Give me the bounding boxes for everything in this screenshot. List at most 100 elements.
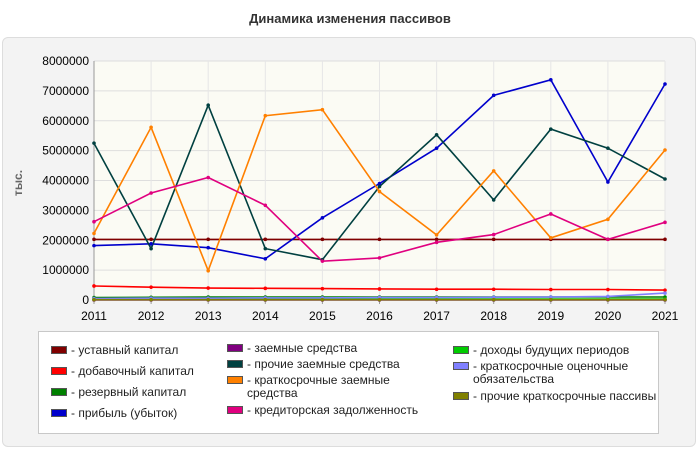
data-point-1-0 (92, 284, 96, 288)
data-point-5-9 (606, 146, 610, 151)
data-point-7-1 (149, 191, 153, 195)
legend-label: - краткосрочные оценочные обязательства (473, 359, 629, 386)
data-point-6-5 (377, 189, 382, 194)
chart-title: Динамика изменения пассивов (249, 11, 451, 26)
data-point-7-5 (377, 256, 382, 260)
data-point-3-0 (92, 243, 96, 248)
data-point-7-6 (434, 240, 439, 245)
data-point-3-9 (606, 180, 610, 184)
data-point-10-5 (377, 297, 382, 302)
legend-swatch (51, 367, 67, 375)
data-point-5-0 (92, 141, 96, 145)
x-tick-label: 2013 (195, 309, 222, 323)
data-point-3-7 (491, 93, 496, 98)
data-point-10-0 (92, 297, 96, 302)
data-point-7-7 (491, 232, 496, 237)
data-point-0-1 (149, 237, 153, 242)
data-point-6-10 (663, 148, 667, 152)
data-point-1-8 (549, 287, 553, 292)
data-point-6-0 (92, 231, 96, 236)
x-tick-labels: 2011 2012 2013 2014 2015 2016 2017 2018 2019 2020… (81, 309, 679, 323)
data-point-3-5 (377, 181, 382, 186)
legend-swatch (453, 392, 469, 400)
data-point-0-2 (206, 237, 210, 242)
data-point-5-10 (663, 177, 667, 181)
legend-label: - заемные средства (247, 341, 358, 355)
x-tick-label: 2016 (366, 309, 393, 323)
data-point-1-2 (206, 286, 210, 290)
data-point-10-9 (606, 297, 610, 302)
y-tick-label: 2000000 (42, 233, 89, 247)
data-point-7-0 (92, 219, 96, 224)
data-point-0-5 (377, 237, 382, 242)
data-point-7-10 (663, 220, 667, 225)
data-point-10-4 (320, 297, 325, 302)
data-point-6-6 (434, 233, 439, 237)
data-point-6-9 (606, 217, 610, 222)
data-point-7-8 (549, 212, 553, 216)
y-tick-label: 1000000 (42, 263, 89, 277)
data-point-5-6 (434, 132, 439, 137)
legend-label: - кредиторская задолженность (247, 403, 419, 417)
x-tick-label: 2018 (480, 309, 507, 323)
data-point-1-4 (320, 286, 325, 291)
legend-label: - добавочный капитал (71, 364, 194, 378)
data-point-7-4 (320, 259, 325, 263)
data-point-0-10 (663, 237, 667, 242)
data-point-5-3 (263, 246, 268, 251)
legend-swatch (227, 406, 243, 414)
legend-swatch (51, 388, 67, 396)
data-point-5-8 (549, 127, 553, 131)
data-point-10-2 (206, 297, 210, 302)
data-point-5-2 (206, 103, 210, 108)
data-point-1-5 (377, 287, 382, 291)
data-point-1-7 (491, 287, 496, 292)
data-point-0-4 (320, 237, 325, 242)
data-point-0-0 (92, 237, 96, 242)
data-point-10-8 (549, 297, 553, 302)
legend-swatch (51, 409, 67, 417)
data-point-7-2 (206, 175, 210, 180)
data-point-3-10 (663, 82, 667, 86)
data-point-5-1 (149, 246, 153, 251)
y-tick-label: 6000000 (42, 114, 89, 128)
data-point-10-1 (149, 297, 153, 302)
data-point-6-4 (320, 107, 325, 112)
legend-label: - прочие заемные средства (247, 357, 400, 371)
data-point-6-8 (549, 236, 553, 240)
data-point-9-8 (549, 295, 553, 299)
data-point-1-3 (263, 286, 268, 291)
legend-swatch (453, 346, 469, 354)
grid-lines (93, 60, 666, 301)
legend-swatch (227, 344, 243, 352)
line-chart: 0 1000000 2000000 3000000 4000000 5000000 6000… (11, 54, 679, 323)
data-point-6-1 (149, 125, 153, 130)
data-point-1-1 (149, 285, 153, 289)
data-point-1-6 (434, 287, 439, 292)
x-tick-label: 2011 (81, 309, 107, 323)
y-tick-label: 8000000 (42, 54, 89, 68)
x-tick-label: 2020 (595, 309, 622, 323)
y-tick-label: 3000000 (42, 203, 89, 217)
legend-swatch (227, 360, 243, 368)
y-tick-label: 0 (82, 293, 89, 307)
data-point-6-7 (491, 169, 496, 173)
data-point-10-10 (663, 297, 667, 302)
data-point-3-2 (206, 245, 210, 250)
y-tick-label: 4000000 (42, 174, 89, 188)
data-point-0-6 (434, 237, 439, 242)
data-point-3-6 (434, 146, 439, 151)
data-point-1-9 (606, 287, 610, 292)
data-point-6-2 (206, 268, 210, 273)
data-point-1-10 (663, 288, 667, 292)
legend-swatch (51, 346, 67, 354)
data-point-9-10 (663, 291, 667, 295)
legend-label: - прочие краткосрочные пассивы (473, 389, 657, 403)
chart-legend: - уставный капитал - добавочный капитал - … (38, 331, 659, 434)
legend-swatch (453, 362, 469, 370)
legend-label: - краткосрочные заемные средства (247, 373, 390, 400)
legend-label: - прибыль (убыток) (71, 406, 178, 420)
data-point-7-3 (263, 203, 268, 208)
legend-label: - доходы будущих периодов (473, 343, 630, 357)
x-tick-label: 2015 (309, 309, 336, 323)
